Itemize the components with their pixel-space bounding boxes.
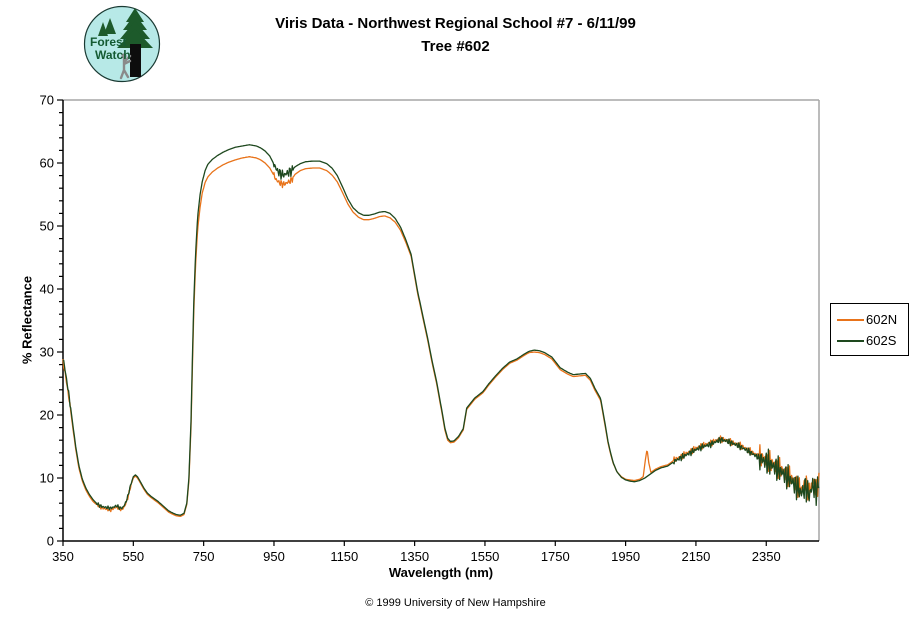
chart-titles: Viris Data - Northwest Regional School #… [0, 12, 911, 58]
logo-text-watch: Watch [95, 48, 131, 62]
copyright-text: © 1999 University of New Hampshire [365, 597, 546, 609]
series-602s [62, 144, 820, 516]
legend: 602N 602S [830, 303, 909, 356]
person-icon [119, 53, 132, 80]
series-602n [62, 156, 820, 518]
legend-swatch-602n [837, 318, 864, 321]
legend-label-602n: 602N [866, 312, 898, 327]
x-tick-label: 2150 [681, 549, 710, 564]
y-tick-label: 0 [47, 534, 54, 549]
x-tick-label: 1950 [611, 549, 640, 564]
legend-item-602n: 602N [831, 309, 908, 330]
y-tick-label: 20 [40, 408, 54, 423]
chart-title: Viris Data - Northwest Regional School #… [275, 15, 636, 32]
y-tick-label: 30 [40, 345, 54, 360]
x-axis-title: Wavelength (nm) [388, 565, 494, 580]
y-tick-label: 40 [40, 282, 54, 297]
legend-label-602s: 602S [866, 333, 897, 348]
logo-text-forest: Forest [90, 35, 127, 49]
x-tick-label: 1350 [400, 549, 429, 564]
y-tick-label: 50 [40, 219, 54, 234]
y-tick-label: 60 [40, 156, 54, 171]
chart-subtitle: Tree #602 [421, 38, 490, 55]
x-tick-label: 1550 [470, 549, 499, 564]
big-tree-icon [117, 8, 153, 77]
x-tick-label: 350 [52, 549, 74, 564]
small-pines [98, 18, 116, 36]
legend-item-602s: 602S [831, 330, 908, 351]
x-tick-label: 2350 [752, 549, 781, 564]
x-tick-label: 550 [122, 549, 144, 564]
y-tick-label: 70 [40, 93, 54, 108]
y-axis-title: % Reflectance [19, 275, 35, 365]
x-tick-label: 1750 [541, 549, 570, 564]
x-tick-label: 950 [263, 549, 285, 564]
y-tick-label: 10 [40, 471, 54, 486]
legend-swatch-602s [837, 339, 864, 342]
forest-watch-logo: Forest Watch [82, 4, 162, 84]
x-tick-label: 1150 [330, 549, 358, 564]
x-tick-label: 750 [193, 549, 215, 564]
